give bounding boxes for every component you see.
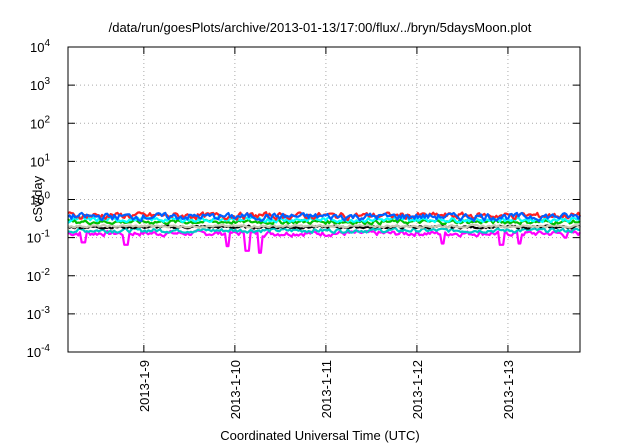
series-line	[67, 223, 581, 229]
y-tick-label: 102	[30, 114, 50, 131]
x-tick-label: 2013-1-12	[410, 360, 425, 419]
x-tick-label: 2013-1-9	[137, 360, 152, 412]
series-line	[67, 229, 581, 254]
series-line	[67, 227, 581, 235]
grid	[68, 47, 580, 352]
x-tick-label: 2013-1-10	[228, 360, 243, 419]
series-line	[67, 211, 581, 223]
y-tick-label: 104	[30, 38, 50, 55]
y-tick-label: 101	[30, 152, 50, 169]
y-tick-label: 100	[30, 191, 50, 208]
x-tick-label: 2013-1-13	[501, 360, 516, 419]
y-axis-label: cSv/day	[30, 175, 45, 222]
page-title: /data/run/goesPlots/archive/2013-01-13/1…	[108, 20, 532, 35]
x-axis: 2013-1-9 2013-1-10 2013-1-11 2013-1-12 2013-…	[137, 47, 516, 419]
x-axis-label: Coordinated Universal Time (UTC)	[220, 428, 420, 443]
y-axis: 10-4 10-3 10-2 10-1 100 101 102 103 104	[27, 38, 580, 360]
y-tick-label: 10-3	[27, 305, 51, 322]
y-tick-label: 103	[30, 76, 50, 93]
x-tick-label: 2013-1-11	[319, 360, 334, 418]
y-tick-label: 10-1	[27, 229, 51, 246]
y-tick-label: 10-4	[27, 343, 51, 360]
y-tick-label: 10-2	[27, 267, 51, 284]
series-group	[67, 211, 581, 254]
